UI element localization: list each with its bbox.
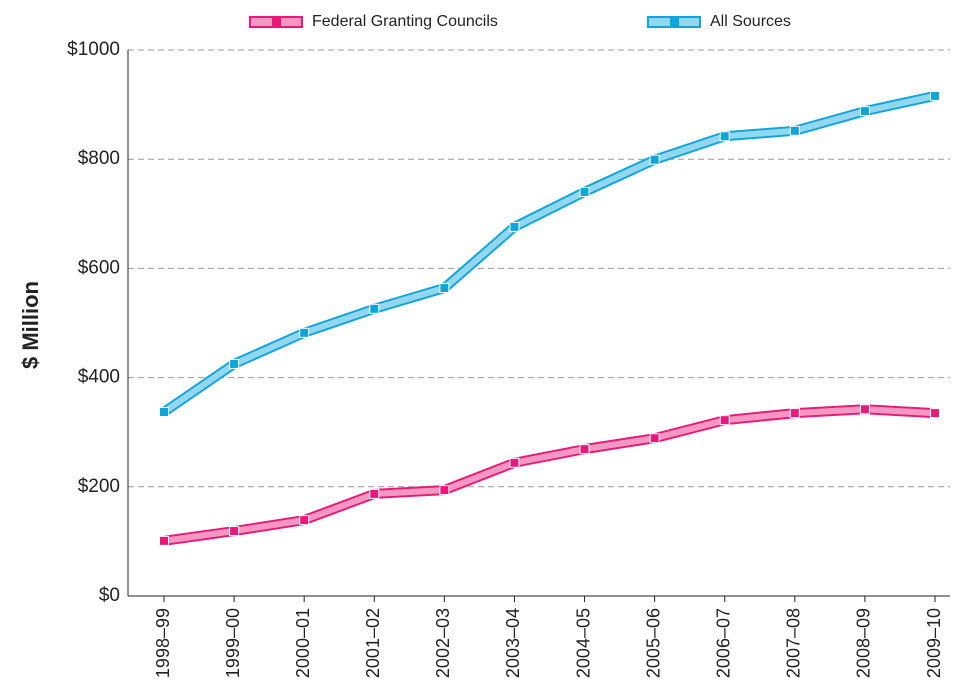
x-tick-label: 2007–08: [784, 608, 804, 678]
legend-marker: [272, 17, 281, 27]
marker: [299, 515, 310, 526]
marker: [579, 444, 590, 455]
y-tick-label: $600: [78, 257, 120, 278]
legend-marker: [670, 17, 679, 27]
y-tick-label: $800: [78, 148, 120, 169]
marker: [719, 415, 730, 426]
x-tick-label: 2004–05: [573, 608, 593, 678]
y-tick-label: $1000: [67, 39, 120, 60]
marker: [229, 526, 240, 537]
y-tick-label: $400: [78, 367, 120, 388]
marker: [930, 408, 940, 419]
legend-item: All Sources: [647, 13, 791, 30]
x-tick-label: 2006–07: [713, 608, 733, 678]
marker: [229, 358, 240, 369]
x-tick-label: 2009–10: [924, 608, 944, 678]
line-outline: [161, 90, 937, 417]
y-tick-label: $200: [78, 476, 120, 497]
series: [159, 404, 940, 546]
legend-item: Federal Granting Councils: [249, 13, 498, 30]
line-inner-bg: [162, 92, 936, 415]
x-tick-label: 2005–06: [643, 608, 663, 678]
line: [162, 92, 936, 415]
x-tick-label: 1998–99: [153, 608, 173, 678]
line: [163, 406, 936, 544]
marker: [719, 131, 730, 142]
marker: [159, 535, 169, 546]
marker: [509, 457, 520, 468]
marker: [789, 408, 800, 419]
marker: [299, 327, 310, 338]
y-axis-label: $ Million: [18, 281, 43, 369]
marker: [649, 154, 660, 165]
marker: [859, 404, 870, 415]
marker: [859, 106, 870, 117]
series: [159, 90, 940, 417]
y-tick-label: $0: [99, 585, 120, 606]
legend-label: Federal Granting Councils: [312, 13, 498, 30]
x-tick-label: 2001–02: [363, 608, 383, 678]
x-tick-label: 2002–03: [433, 608, 453, 678]
marker: [509, 221, 520, 232]
marker: [369, 303, 380, 314]
marker: [369, 488, 380, 499]
x-tick-label: 2008–09: [854, 608, 874, 678]
marker: [439, 283, 450, 294]
x-tick-label: 2000–01: [293, 608, 313, 678]
marker: [579, 186, 590, 197]
line-inner-bg: [163, 406, 936, 544]
marker: [649, 433, 660, 444]
x-tick-label: 2003–04: [503, 608, 523, 678]
marker: [789, 125, 800, 136]
x-tick-label: 1999–00: [223, 608, 243, 678]
marker: [439, 485, 450, 496]
marker: [159, 406, 169, 417]
legend-label: All Sources: [710, 13, 791, 30]
marker: [930, 90, 940, 101]
